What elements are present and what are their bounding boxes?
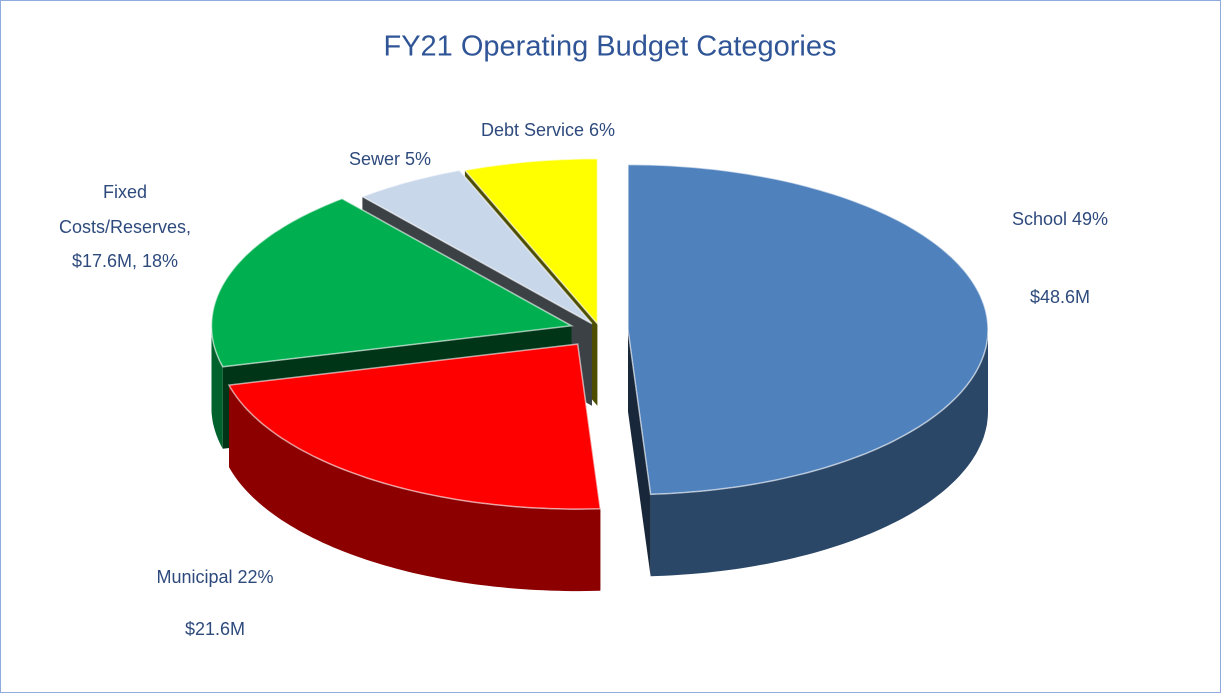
slice-top <box>227 343 602 510</box>
data-label: Costs/Reserves, <box>59 217 191 237</box>
data-label: Fixed <box>103 182 147 202</box>
data-label: $17.6M, 18% <box>72 251 178 271</box>
data-label: $21.6M <box>185 619 245 639</box>
slice-outer-wall <box>229 385 601 592</box>
slice-radial-wall <box>628 329 651 577</box>
slice-top <box>360 169 593 325</box>
data-label: Debt Service 6% <box>481 120 615 140</box>
slice-top <box>210 197 574 368</box>
pie-slice <box>227 343 602 592</box>
chart-title: FY21 Operating Budget Categories <box>384 31 837 63</box>
data-label: $48.6M <box>1030 287 1090 307</box>
slice-top <box>463 157 599 326</box>
data-label: Sewer 5% <box>349 149 431 169</box>
pie-slice <box>627 163 989 577</box>
slice-outer-wall <box>211 325 223 449</box>
slice-top <box>627 163 989 496</box>
slice-outer-wall <box>650 329 988 577</box>
data-label: School 49% <box>1012 209 1108 229</box>
data-label: Municipal 22% <box>156 567 273 587</box>
